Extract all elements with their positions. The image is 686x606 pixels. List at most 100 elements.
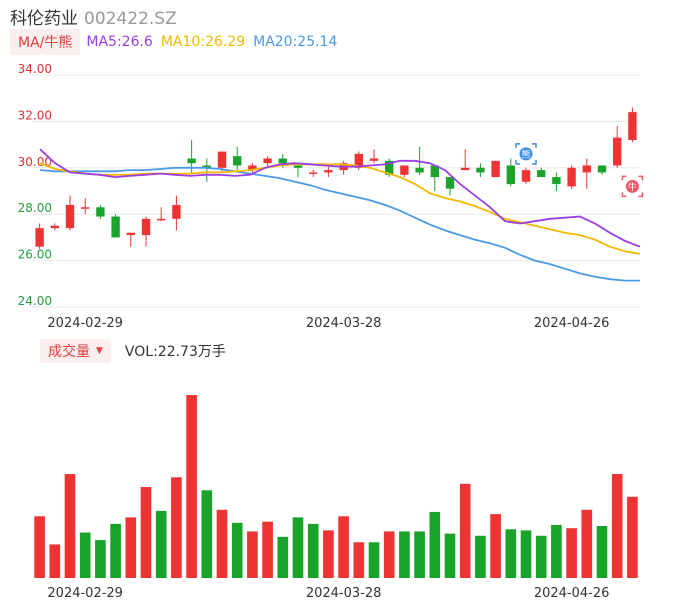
candle-body <box>248 165 257 171</box>
volume-bar <box>277 536 289 578</box>
volume-bar <box>262 521 273 578</box>
candle <box>476 163 485 178</box>
volume-bar <box>95 540 106 578</box>
candle <box>81 197 90 215</box>
marker-bracket <box>638 192 644 198</box>
volume-bar <box>140 487 152 578</box>
candle-body <box>157 218 166 221</box>
volume-bar <box>596 526 608 578</box>
candle-body <box>521 170 531 182</box>
candle <box>309 170 318 178</box>
volume-bar <box>125 517 137 578</box>
ma-indicator-selector[interactable]: MA/牛熊 <box>10 29 81 55</box>
volume-bar <box>535 535 547 578</box>
candle <box>172 195 181 231</box>
volume-legend: 成交量 ▼ VOL:22.73万手 <box>40 339 226 363</box>
candle <box>339 160 348 175</box>
ma5-label: MA5:26.6 <box>86 34 153 50</box>
volume-bar <box>338 516 349 578</box>
volume-bar <box>368 542 380 578</box>
candle <box>597 165 607 175</box>
candle <box>202 158 211 182</box>
volume-bar <box>551 524 562 578</box>
y-tick-label: 24.00 <box>18 294 52 308</box>
marker-bracket <box>515 159 520 165</box>
candle <box>430 165 439 191</box>
candle-body <box>613 137 622 166</box>
volume-bar <box>247 531 258 578</box>
y-tick-label: 26.00 <box>18 248 52 262</box>
caret-down-icon: ▼ <box>96 346 103 356</box>
candle-body <box>217 151 227 168</box>
volume-bar <box>429 511 441 578</box>
candle-body <box>537 170 546 178</box>
candle-body <box>628 112 637 140</box>
candle-body <box>582 165 591 173</box>
marker-badge <box>519 147 533 161</box>
marker-bracket <box>515 143 520 148</box>
volume-bar <box>216 509 228 578</box>
bear-icon: 熊 <box>515 143 537 165</box>
candle <box>35 223 44 249</box>
volume-bar <box>520 530 532 578</box>
marker-label: 牛 <box>628 181 637 193</box>
volume-bar <box>475 535 486 578</box>
candle-body <box>309 172 318 174</box>
y-tick-label: 28.00 <box>18 201 52 215</box>
volume-bar <box>155 510 167 578</box>
ma10-label: MA10:26.29 <box>160 34 246 50</box>
candle-body <box>278 158 287 164</box>
candle-body <box>35 228 44 247</box>
volume-indicator-selector[interactable]: 成交量 ▼ <box>40 339 111 363</box>
ma20-line <box>39 166 640 282</box>
volume-bar <box>353 542 365 578</box>
x-tick-label: 2024-02-29 <box>47 316 123 330</box>
candle <box>50 223 59 231</box>
candle-body <box>141 218 151 236</box>
candle-body <box>445 177 455 189</box>
volume-bar <box>49 544 61 578</box>
candle <box>552 172 561 191</box>
x-tick-label: 2024-04-26 <box>534 316 610 330</box>
volume-bar <box>110 523 121 578</box>
candle <box>613 126 622 168</box>
candle <box>369 149 379 164</box>
volume-bar <box>581 509 593 578</box>
volume-bar <box>64 474 76 578</box>
candle-body <box>476 167 485 173</box>
candle-body <box>50 225 59 229</box>
candle <box>157 207 166 222</box>
volume-bar <box>459 483 471 578</box>
ma-legend: MA/牛熊 MA5:26.6 MA10:26.29 MA20:25.14 <box>10 29 345 55</box>
marker-bracket <box>532 159 537 165</box>
candle <box>233 146 242 171</box>
volume-bar <box>611 474 623 578</box>
candle-body <box>96 207 105 217</box>
candle <box>263 156 272 168</box>
candle-body <box>202 165 211 168</box>
volume-tag-label: 成交量 <box>48 344 90 360</box>
candle <box>324 165 333 178</box>
candle-body <box>567 167 576 187</box>
candle-body <box>415 167 424 173</box>
stock-name: 科伦药业 <box>10 9 78 29</box>
candle <box>400 165 409 178</box>
y-tick-label: 32.00 <box>18 108 52 122</box>
bull-icon: 牛 <box>621 175 644 198</box>
volume-bar <box>171 477 182 578</box>
x-tick-label: 2024-03-28 <box>306 586 382 601</box>
candle-body <box>552 177 561 185</box>
candle-body <box>369 158 379 161</box>
candle <box>111 214 120 238</box>
candle <box>628 107 637 143</box>
price-chart[interactable]: 34.0032.0030.0028.0026.0024.002024-02-29… <box>0 0 686 330</box>
candle-body <box>81 207 90 209</box>
candle <box>506 158 515 187</box>
x-tick-label: 2024-03-28 <box>306 316 382 330</box>
candle-body <box>354 153 363 168</box>
volume-bar <box>231 522 243 578</box>
volume-bar <box>566 528 577 578</box>
marker-bracket <box>621 192 627 198</box>
volume-bar <box>186 395 197 578</box>
candle-body <box>172 204 181 219</box>
